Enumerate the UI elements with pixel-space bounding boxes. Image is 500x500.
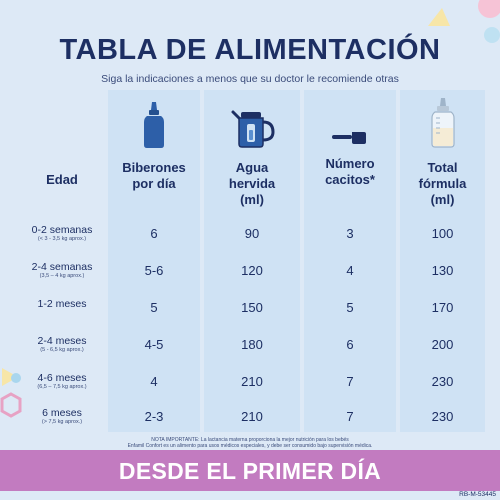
table-row: 6 meses (> 7,5 kg aprox.) 2-3 210 7 230 <box>16 407 485 443</box>
row-scoops: 6 <box>346 337 354 352</box>
row-scoops: 7 <box>346 374 354 389</box>
row-age: 0-2 semanas (< 3 - 3,5 kg aprox.) <box>31 224 93 242</box>
header-bottles: Biberones por día <box>122 160 186 191</box>
bottom-banner <box>0 450 500 491</box>
confetti-triangle-icon <box>428 8 450 26</box>
row-age: 6 meses (> 7,5 kg aprox.) <box>41 407 83 425</box>
row-total: 230 <box>431 374 454 389</box>
row-water: 150 <box>241 300 263 315</box>
reference-code: RB-M-53445 <box>459 491 496 498</box>
table-row: 2-4 meses (5 - 6,5 kg aprox.) 4-5 180 6 2… <box>16 335 485 371</box>
row-bottles: 2-3 <box>144 409 164 424</box>
row-bottles: 5 <box>150 300 158 315</box>
column-bottles: Biberones por día <box>108 90 200 432</box>
page-subtitle: Siga la indicaciones a menos que su doct… <box>101 73 399 85</box>
confetti-circle-pink-icon <box>478 0 500 18</box>
table-row: 4-6 meses (6,5 – 7,5 kg aprox.) 4 210 7 2… <box>16 372 485 408</box>
page-title: TABLA DE ALIMENTACIÓN <box>59 34 441 66</box>
confetti-hexagon-icon <box>0 392 22 418</box>
row-total: 200 <box>431 337 454 352</box>
row-age: 4-6 meses (6,5 – 7,5 kg aprox.) <box>37 372 87 390</box>
row-bottles: 5-6 <box>144 263 164 278</box>
baby-bottle-icon <box>144 102 164 148</box>
row-bottles: 6 <box>150 226 158 241</box>
row-water: 90 <box>244 226 260 241</box>
column-total: Total fórmula (ml) <box>400 90 485 432</box>
row-total: 100 <box>431 226 454 241</box>
feeding-table: Edad Biberones por día Agua <box>16 90 485 432</box>
row-total: 170 <box>431 300 454 315</box>
row-scoops: 3 <box>346 226 354 241</box>
confetti-triangle-left-icon <box>2 368 18 386</box>
footnote: NOTA IMPORTANTE: La lactancia materna pr… <box>127 437 373 449</box>
row-age: 2-4 semanas (3,5 – 4 kg aprox.) <box>31 261 93 279</box>
table-row: 0-2 semanas (< 3 - 3,5 kg aprox.) 6 90 3 … <box>16 224 485 260</box>
row-total: 130 <box>431 263 454 278</box>
measuring-scoop-icon <box>332 132 366 144</box>
graduated-bottle-icon <box>430 98 455 148</box>
header-scoops: Número cacitos* <box>325 156 375 187</box>
table-row: 1-2 meses 5 150 5 170 <box>16 298 485 334</box>
row-bottles: 4 <box>150 374 158 389</box>
row-scoops: 5 <box>346 300 354 315</box>
header-age: Edad <box>46 172 78 187</box>
header-total: Total fórmula (ml) <box>418 160 467 207</box>
confetti-circle-small-icon <box>11 373 21 383</box>
row-water: 210 <box>241 409 263 424</box>
row-bottles: 4-5 <box>144 337 164 352</box>
row-water: 120 <box>241 263 263 278</box>
confetti-circle-blue-icon <box>484 27 500 43</box>
row-water: 180 <box>241 337 263 352</box>
row-total: 230 <box>431 409 454 424</box>
row-age: 1-2 meses <box>37 298 87 310</box>
column-water: Agua hervida (ml) <box>204 90 300 432</box>
column-scoops: Número cacitos* <box>304 90 396 432</box>
row-scoops: 4 <box>346 263 354 278</box>
row-scoops: 7 <box>346 409 354 424</box>
row-water: 210 <box>241 374 263 389</box>
header-water: Agua hervida (ml) <box>228 160 276 207</box>
table-row: 2-4 semanas (3,5 – 4 kg aprox.) 5-6 120 4… <box>16 261 485 297</box>
banner-text: DESDE EL PRIMER DÍA <box>118 458 382 484</box>
kettle-icon <box>231 110 275 148</box>
row-age: 2-4 meses (5 - 6,5 kg aprox.) <box>37 335 87 353</box>
